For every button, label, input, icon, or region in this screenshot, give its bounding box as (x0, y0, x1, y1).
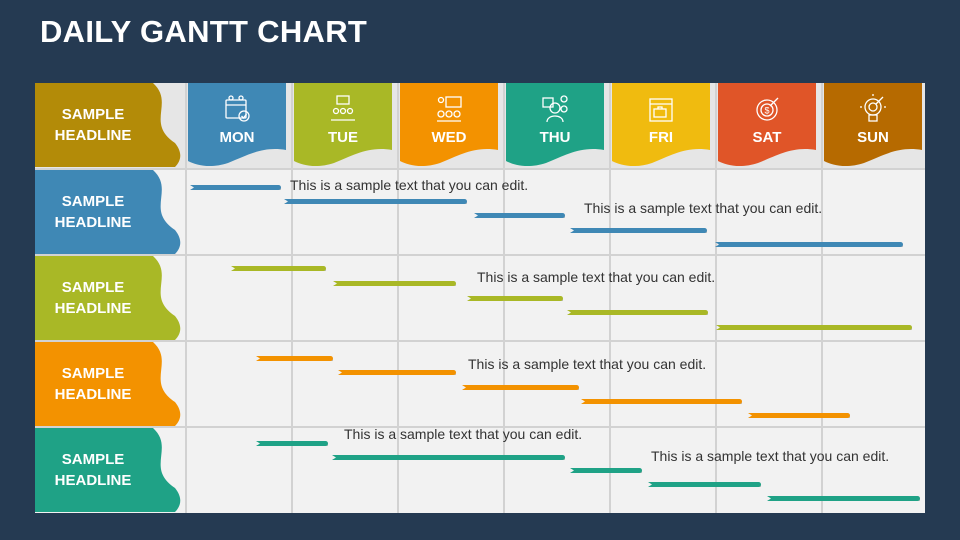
day-header-sun: SUN (824, 83, 922, 169)
row-headline-label: SAMPLE HEADLINE (54, 365, 132, 403)
grid-row-line (35, 168, 925, 170)
day-header-fri: FRI (612, 83, 710, 169)
task-bar[interactable] (338, 370, 456, 375)
person-schedule-icon (540, 94, 570, 124)
task-note[interactable]: This is a sample text that you can edit. (477, 269, 716, 285)
grid-column-line (715, 83, 717, 513)
task-bar[interactable] (581, 399, 742, 404)
day-label: WED (431, 129, 467, 146)
target-dollar-icon: $ (752, 94, 782, 124)
task-bar[interactable] (715, 242, 903, 247)
day-label: SAT (752, 129, 782, 146)
grid-row-line (35, 254, 925, 256)
gantt-board: SAMPLE HEADLINE SAMPLE HEADLINE SAMPLE HEA… (35, 83, 925, 513)
task-bar[interactable] (716, 325, 912, 330)
grid-column-line (397, 83, 399, 513)
row-header-1: SAMPLE HEADLINE (35, 170, 187, 254)
task-bar[interactable] (748, 413, 850, 418)
team-board-icon (434, 94, 464, 124)
grid-column-line (821, 83, 823, 513)
day-header-mon: MON (188, 83, 286, 169)
task-bar[interactable] (570, 468, 642, 473)
task-bar[interactable] (332, 455, 565, 460)
day-label: MON (219, 129, 255, 146)
task-note[interactable]: This is a sample text that you can edit. (468, 356, 707, 372)
svg-text:$: $ (765, 106, 770, 116)
task-bar[interactable] (190, 185, 281, 190)
row-headline-label: SAMPLE HEADLINE (54, 193, 132, 231)
row-header-2: SAMPLE HEADLINE (35, 256, 187, 340)
task-bar[interactable] (256, 441, 328, 446)
grid-column-line (185, 83, 187, 513)
task-bar[interactable] (570, 228, 707, 233)
grid-row-line (35, 340, 925, 342)
lightbulb-target-icon (858, 94, 888, 124)
day-label: TUE (328, 129, 358, 146)
grid-column-line (291, 83, 293, 513)
task-bar[interactable] (767, 496, 920, 501)
row-headline-label: SAMPLE HEADLINE (54, 279, 132, 317)
grid-row-line (35, 426, 925, 428)
row-header-3: SAMPLE HEADLINE (35, 342, 187, 426)
row-headline-label: SAMPLE HEADLINE (54, 106, 132, 144)
day-header-thu: THU (506, 83, 604, 169)
task-bar[interactable] (648, 482, 761, 487)
task-note[interactable]: This is a sample text that you can edit. (584, 200, 823, 216)
task-bar[interactable] (231, 266, 326, 271)
task-bar[interactable] (462, 385, 579, 390)
day-label: SUN (857, 129, 889, 146)
grid-column-line (609, 83, 611, 513)
task-note[interactable]: This is a sample text that you can edit. (651, 448, 890, 464)
row-header-4: SAMPLE HEADLINE (35, 428, 187, 512)
briefcase-calendar-icon (646, 94, 676, 124)
corner-header: SAMPLE HEADLINE (35, 83, 187, 167)
task-bar[interactable] (333, 281, 456, 286)
row-headline-label: SAMPLE HEADLINE (54, 451, 132, 489)
task-bar[interactable] (567, 310, 708, 315)
task-bar[interactable] (474, 213, 565, 218)
day-header-wed: WED (400, 83, 498, 169)
task-note[interactable]: This is a sample text that you can edit. (290, 177, 529, 193)
day-label: FRI (648, 129, 674, 146)
calendar-check-icon (222, 94, 252, 124)
meeting-presentation-icon (328, 94, 358, 124)
task-note[interactable]: This is a sample text that you can edit. (344, 426, 583, 442)
day-label: THU (539, 129, 571, 146)
task-bar[interactable] (256, 356, 333, 361)
page-title: DAILY GANTT CHART (40, 14, 368, 49)
task-bar[interactable] (284, 199, 467, 204)
task-bar[interactable] (467, 296, 563, 301)
day-header-tue: TUE (294, 83, 392, 169)
day-header-sat: $ SAT (718, 83, 816, 169)
